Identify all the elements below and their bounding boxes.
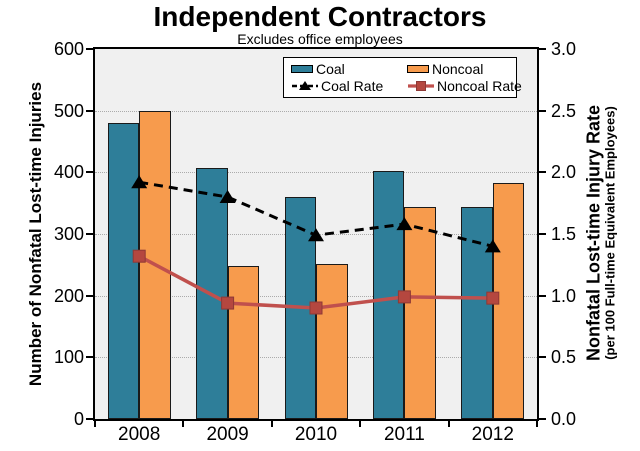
- gridline: [95, 110, 537, 112]
- coal-rate-legend-glyph-icon: [292, 81, 318, 91]
- y-axis-tick-label: 200: [53, 285, 84, 306]
- y2-axis-tick: [538, 48, 546, 50]
- bar-noncoal-2010: [316, 263, 348, 419]
- y-axis-tick-label: 600: [53, 39, 84, 59]
- x-axis-tick: [536, 419, 538, 427]
- y2-axis-tick-label: 0.5: [551, 347, 577, 368]
- y2-axis-tick: [538, 294, 546, 297]
- legend-item-coal-rate: Coal Rate: [291, 78, 407, 94]
- y-axis-tick: [86, 356, 94, 359]
- noncoal-rate-marker: [486, 291, 500, 305]
- bar-coal-2008: [107, 123, 140, 419]
- x-axis-tick-label: 2011: [383, 424, 425, 445]
- right-axis-title-sub: (per 100 Full-time Equivalent Employees): [602, 106, 618, 360]
- x-axis-tick: [94, 419, 96, 427]
- noncoal-rate-marker: [309, 301, 323, 315]
- noncoal-rate-legend-glyph-icon: [408, 81, 434, 92]
- y-axis-tick: [86, 109, 94, 112]
- y-axis-tick-label: 400: [53, 162, 84, 183]
- gridline: [95, 172, 537, 174]
- y-axis-tick: [86, 418, 94, 420]
- y2-axis-tick-label: 2.0: [551, 162, 577, 183]
- noncoal-rate-line: [138, 254, 493, 310]
- y2-axis-tick: [538, 109, 546, 112]
- x-axis-tick-label: 2008: [118, 424, 161, 445]
- y2-axis-tick: [538, 171, 546, 174]
- x-axis-tick-label: 2010: [294, 424, 338, 445]
- y2-axis-tick: [538, 356, 546, 359]
- legend-label: Noncoal Rate: [437, 78, 522, 95]
- legend-label: Noncoal: [432, 60, 484, 77]
- x-axis-tick: [270, 419, 273, 427]
- legend-swatch-noncoal: [407, 64, 429, 73]
- y-axis-tick-label: 500: [53, 100, 84, 121]
- noncoal-rate-marker: [132, 249, 146, 263]
- x-axis-tick: [182, 419, 185, 427]
- rate-lines-layer: [131, 175, 501, 315]
- y2-axis-tick: [538, 233, 546, 235]
- coal-rate-marker: [219, 190, 236, 203]
- x-axis-tick-label: 2009: [206, 424, 249, 445]
- bar-noncoal-2009: [227, 266, 260, 419]
- noncoal-rate-marker: [397, 290, 411, 304]
- coal-rate-marker: [484, 239, 501, 253]
- x-axis-tick: [359, 419, 362, 427]
- chart-title: Independent Contractors: [153, 1, 487, 32]
- coal-rate-marker: [396, 217, 413, 231]
- y2-axis-tick-label: 1.0: [551, 285, 577, 306]
- chart-subtitle: Excludes office employees: [237, 31, 403, 47]
- legend-label: Coal Rate: [321, 78, 384, 95]
- y-axis-tick-label: 300: [53, 224, 84, 244]
- y-axis-tick-label: 100: [53, 347, 84, 368]
- x-axis-tick: [447, 419, 450, 427]
- legend-item-noncoal: Noncoal: [407, 61, 522, 77]
- y2-axis-tick-label: 1.5: [551, 224, 577, 244]
- y2-axis-tick-label: 2.5: [551, 100, 577, 121]
- noncoal-rate-marker: [221, 296, 235, 310]
- y2-axis-tick: [538, 418, 546, 420]
- bar-noncoal-2011: [404, 207, 436, 419]
- y-axis-tick-label: 0: [73, 409, 84, 429]
- legend-item-noncoal-rate: Noncoal Rate: [407, 78, 522, 94]
- legend: Coal Noncoal Coal Rate Noncoal Rate: [283, 57, 522, 98]
- plot-area: [95, 49, 537, 419]
- y2-axis-tick-label: 0.0: [551, 409, 577, 429]
- coal-rate-marker: [131, 175, 148, 189]
- coal-rate-marker: [308, 228, 324, 242]
- legend-item-coal: Coal: [291, 61, 407, 77]
- y-axis-tick: [86, 233, 94, 235]
- legend-swatch-coal: [291, 64, 313, 73]
- y-axis-tick: [86, 171, 94, 174]
- y2-axis-tick-label: 3.0: [551, 39, 577, 59]
- x-axis-tick-label: 2012: [471, 424, 514, 445]
- y-axis-tick: [86, 48, 94, 50]
- legend-label: Coal: [316, 60, 345, 77]
- y-axis-tick: [86, 294, 94, 297]
